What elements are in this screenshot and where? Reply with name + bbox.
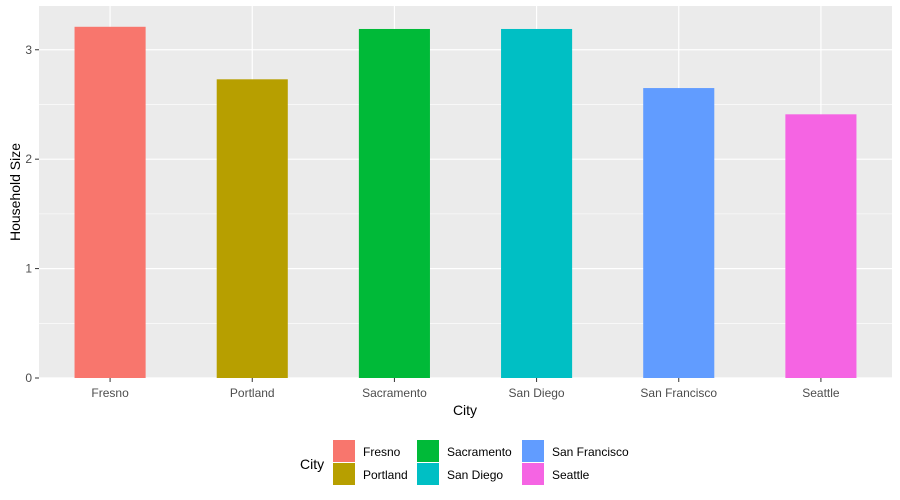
bar-san-diego <box>501 28 573 378</box>
bar-sacramento <box>358 28 430 378</box>
x-tick-label: Sacramento <box>362 386 427 400</box>
x-tick-label: Portland <box>230 386 275 400</box>
legend-swatch <box>333 463 355 485</box>
legend-swatch <box>417 440 439 462</box>
x-tick-label: San Francisco <box>640 386 717 400</box>
bar-portland <box>216 79 288 379</box>
y-axis-title: Household Size <box>7 143 23 241</box>
x-tick-label: San Diego <box>509 386 565 400</box>
x-tick-label: Seattle <box>802 386 840 400</box>
x-tick-label: Fresno <box>91 386 129 400</box>
legend-swatch <box>417 463 439 485</box>
legend: City Fresno Portland Sacramento San Diego Sa… <box>300 440 629 485</box>
legend-label: Fresno <box>363 445 401 459</box>
bar-san-francisco <box>643 88 715 378</box>
legend-swatch <box>522 440 544 462</box>
legend-label: San Francisco <box>552 445 629 459</box>
y-tick-label: 0 <box>25 371 32 385</box>
bars <box>74 26 857 379</box>
y-tick-label: 2 <box>25 152 32 166</box>
legend-label: Portland <box>363 468 408 482</box>
legend-label: Sacramento <box>447 445 512 459</box>
y-tick-label: 1 <box>25 262 32 276</box>
legend-swatch <box>522 463 544 485</box>
legend-swatch <box>333 440 355 462</box>
y-axis: 0 1 2 3 <box>25 43 39 385</box>
legend-label: Seattle <box>552 468 590 482</box>
plot-background <box>39 6 892 378</box>
legend-label: San Diego <box>447 468 503 482</box>
bar-fresno <box>74 26 146 378</box>
bar-seattle <box>785 114 857 378</box>
y-tick-label: 3 <box>25 43 32 57</box>
x-axis-title: City <box>453 402 477 418</box>
legend-title: City <box>300 456 324 472</box>
x-axis: Fresno Portland Sacramento San Diego San Fra… <box>91 378 840 400</box>
